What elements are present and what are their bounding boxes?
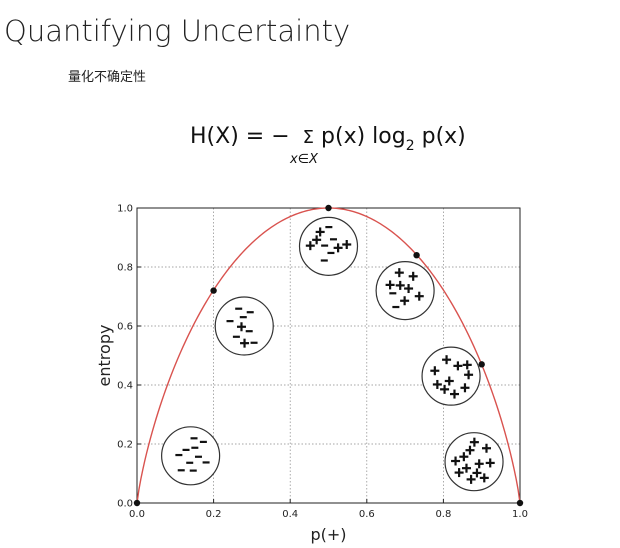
slide-subtitle: 量化不确定性	[68, 70, 147, 85]
y-tick-label: 0.8	[117, 263, 133, 274]
x-tick-label: 0.6	[359, 509, 375, 520]
formula-px: p(x) log	[321, 124, 406, 149]
data-point	[133, 499, 141, 507]
x-tick-label: 1.0	[512, 509, 528, 520]
x-tick-label: 0.4	[282, 509, 298, 520]
data-point	[210, 287, 217, 294]
y-tick-label: 0.4	[117, 381, 133, 392]
slide-title: Quantifying Uncertainty	[4, 14, 351, 48]
data-point	[478, 361, 485, 368]
entropy-formula: H(X) = − Σ p(x) log2 p(x) x∈X	[190, 120, 470, 180]
entropy-chart: 0.0 0.2 0.4 0.6 0.8 1.0 0.0 0.2 0.4 0.6 0.8 1.0 p(+)…	[95, 204, 528, 545]
formula-lhs: H(X) = −	[190, 124, 290, 149]
x-axis-label: p(+)	[310, 525, 346, 544]
x-tick-label: 0.8	[435, 509, 451, 520]
formula-log-base: 2	[405, 138, 415, 154]
y-tick-label: 0.6	[117, 322, 133, 333]
formula-sigma: Σ	[302, 127, 315, 148]
y-tick-label: 0.0	[117, 499, 133, 510]
formula-main: H(X) = − Σ p(x) log2 p(x)	[190, 124, 466, 154]
x-tick-label: 0.2	[206, 509, 222, 520]
formula-tail: p(x)	[414, 124, 466, 149]
sample-circle	[421, 346, 481, 406]
data-point	[516, 499, 524, 507]
y-tick-label: 0.2	[117, 440, 133, 451]
x-tick-label: 0.0	[129, 509, 145, 520]
formula-index: x∈X	[290, 152, 318, 167]
y-tick-label: 1.0	[117, 204, 133, 215]
sample-circle	[161, 426, 221, 486]
data-point	[413, 252, 420, 259]
sample-circle	[298, 216, 359, 276]
sample-circle	[375, 260, 435, 321]
data-point	[325, 204, 332, 212]
y-axis-label: entropy	[95, 325, 114, 387]
